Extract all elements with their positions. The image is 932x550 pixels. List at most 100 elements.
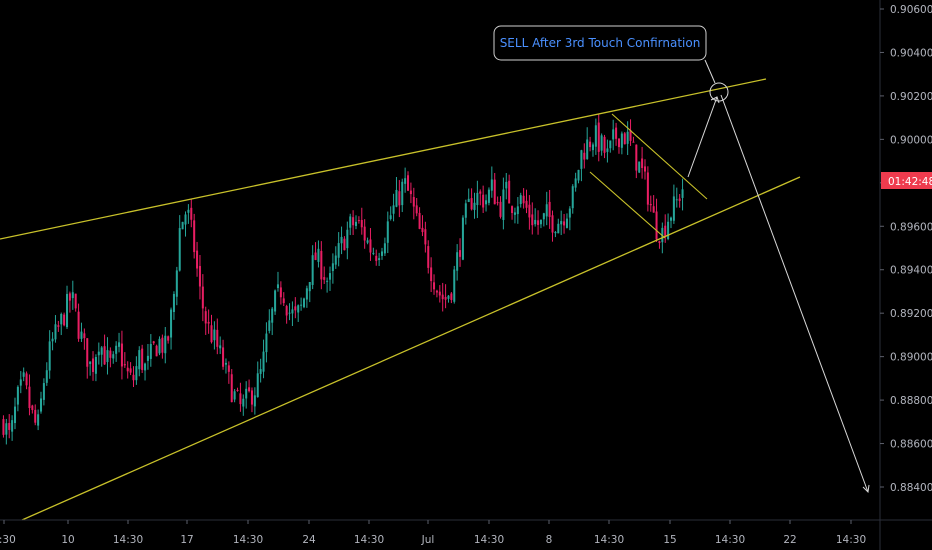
candle-body	[80, 331, 83, 339]
candle-body	[129, 368, 132, 373]
candle-body	[435, 290, 438, 293]
candle-body	[398, 191, 401, 206]
candle-body	[22, 372, 25, 377]
time-tick-label: 24	[302, 534, 316, 546]
candle-body	[343, 238, 346, 251]
candle-body	[155, 345, 158, 357]
candle-body	[300, 304, 303, 306]
candle-body	[271, 308, 274, 323]
time-tick-label: 22	[783, 534, 796, 546]
candle-body	[470, 198, 473, 210]
callout-box[interactable]	[493, 25, 707, 61]
candle-body	[126, 367, 129, 372]
candle-body	[568, 208, 571, 218]
candle-body	[456, 252, 459, 271]
candle-body	[615, 127, 618, 139]
price-axis[interactable]: 0.906000.904000.902000.900000.898000.896…	[879, 0, 932, 550]
price-tick-label: 0.90400	[890, 47, 932, 59]
candle-body	[334, 255, 337, 265]
candle-body	[227, 365, 230, 372]
candle-body	[511, 206, 514, 214]
candle-body	[632, 141, 635, 143]
candle-body	[294, 306, 297, 311]
candle-body	[224, 362, 227, 365]
candle-body	[401, 181, 404, 206]
candle-body	[372, 252, 375, 254]
candle-body	[77, 311, 80, 339]
candle-body	[63, 314, 66, 326]
time-tick-label: 14:30	[715, 534, 745, 546]
price-tick-label: 0.90200	[890, 91, 932, 103]
time-tick-label: 8	[546, 534, 553, 546]
candle-body	[51, 338, 54, 342]
candle-body	[115, 345, 118, 354]
candle-body	[360, 219, 363, 228]
candle-body	[389, 215, 392, 219]
candle-body	[164, 335, 167, 354]
candle-body	[276, 284, 279, 289]
candle-body	[551, 215, 554, 233]
candle-body	[118, 342, 121, 347]
callout-leader	[704, 59, 716, 84]
candle-body	[375, 255, 378, 261]
candle-body	[418, 212, 421, 229]
projection-down-line[interactable]	[720, 94, 869, 493]
candle-body	[158, 338, 161, 354]
current-price-tag[interactable]	[881, 172, 932, 189]
candle-body	[19, 379, 22, 386]
candle-body	[574, 178, 577, 188]
time-tick-label: 10	[61, 534, 74, 546]
upper-resistance-line[interactable]	[0, 78, 767, 240]
candle-body	[623, 133, 626, 145]
candle-body	[210, 325, 213, 343]
candle-body	[262, 351, 265, 372]
candle-body	[493, 179, 496, 205]
candle-body	[667, 221, 670, 240]
candle-body	[447, 295, 450, 299]
projection-up-line[interactable]	[687, 96, 718, 178]
candle-body	[172, 294, 175, 313]
lower-support-line[interactable]	[21, 176, 801, 521]
candle-body	[453, 269, 456, 302]
candle-body	[678, 198, 681, 201]
candle-body	[144, 363, 147, 371]
candle-body	[366, 240, 369, 243]
candle-body	[383, 243, 386, 254]
candle-body	[187, 209, 190, 213]
time-tick-label: 14:30	[474, 534, 504, 546]
candle-body	[152, 341, 155, 344]
candle-body	[331, 263, 334, 272]
candle-body	[412, 197, 415, 207]
callout-text: SELL After 3rd Touch Confirnation	[500, 36, 701, 50]
candle-body	[589, 141, 592, 148]
candle-body	[236, 389, 239, 391]
candle-body	[89, 361, 92, 364]
candle-body	[571, 186, 574, 209]
candle-body	[112, 354, 115, 359]
candle-body	[635, 144, 638, 171]
candle-body	[302, 298, 305, 308]
candle-body	[274, 290, 277, 312]
candle-body	[597, 122, 600, 152]
time-axis[interactable]: 2:30 10 14:30 17 14:30 24 14:30 Jul 14:30 8 14:30 1…	[0, 519, 932, 546]
price-tick-label: 0.88400	[890, 482, 932, 494]
candle-body	[482, 194, 485, 208]
candle-body	[612, 129, 615, 140]
candle-body	[516, 206, 519, 215]
candle-body	[499, 201, 502, 217]
candle-body	[326, 280, 329, 282]
candle-body	[395, 189, 398, 207]
candle-body	[190, 207, 193, 220]
candle-body	[433, 282, 436, 290]
candle-body	[519, 195, 522, 204]
flag-upper-line[interactable]	[611, 113, 708, 200]
candle-body	[664, 225, 667, 238]
candle-body	[427, 246, 430, 268]
candle-body	[219, 345, 222, 349]
candle-body	[242, 398, 245, 407]
time-tick-label: 14:30	[836, 534, 866, 546]
candle-body	[609, 140, 612, 149]
flag-lower-line[interactable]	[589, 171, 666, 239]
candle-body	[149, 343, 152, 359]
